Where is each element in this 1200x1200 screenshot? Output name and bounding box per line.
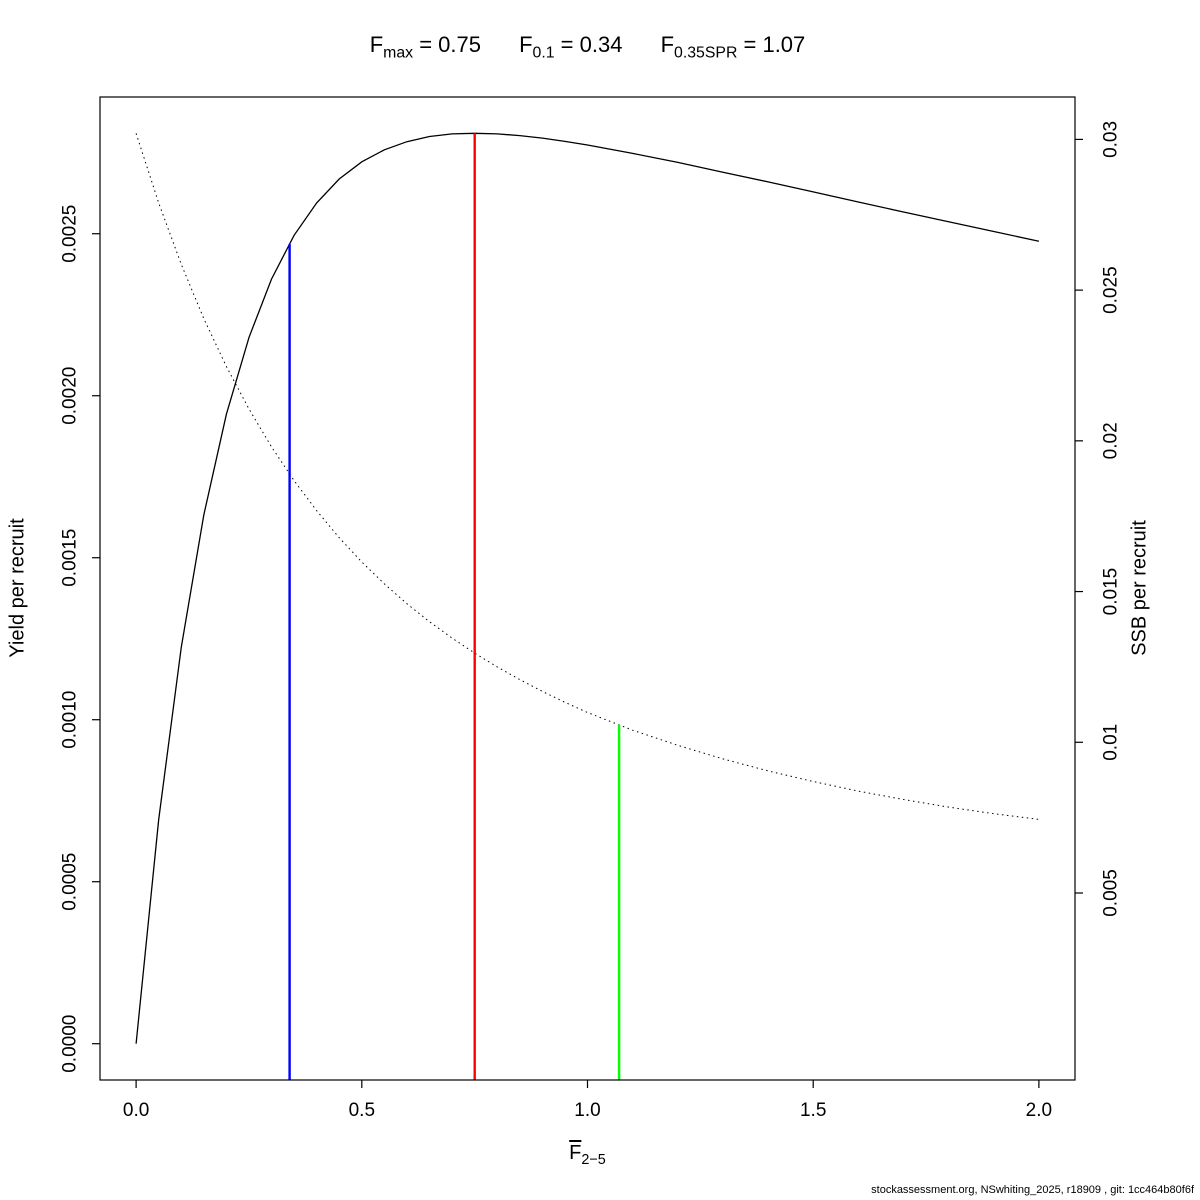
left-tick-label: 0.0020 (60, 367, 81, 425)
right-axis-title: SSB per recruit (1128, 520, 1151, 656)
yield-curve (135, 132, 1040, 1044)
f035spr-base: F (660, 32, 675, 57)
x-tick-label: 1.0 (574, 1100, 600, 1121)
right-tick-label: 0.01 (1101, 724, 1122, 761)
x-axis-title-sub: 2−5 (581, 1152, 606, 1168)
f01-base: F (519, 32, 533, 57)
f01-label: F0.1 = 0.34 (519, 32, 623, 61)
left-tick-label: 0.0005 (60, 853, 81, 911)
x-axis-title: F2−5 (100, 1142, 1075, 1168)
fmax-label: Fmax = 0.75 (369, 32, 481, 61)
x-tick-label: 0.5 (349, 1100, 375, 1121)
left-tick-label: 0.0000 (60, 1015, 81, 1073)
fmax-base: F (369, 32, 384, 57)
left-tick-label: 0.0010 (60, 691, 81, 749)
right-tick-label: 0.03 (1101, 121, 1122, 158)
x-tick-label: 0.0 (123, 1100, 149, 1121)
f01-value: = 0.34 (554, 32, 623, 57)
x-tick-label: 2.0 (1026, 1100, 1052, 1121)
plot-title: Fmax = 0.75 F0.1 = 0.34 F0.35SPR = 1.07 (100, 32, 1075, 62)
right-tick-label: 0.02 (1101, 422, 1122, 459)
right-tick-label: 0.025 (1101, 266, 1122, 314)
ssb-curve (135, 133, 1039, 820)
left-tick-label: 0.0015 (60, 529, 81, 587)
x-tick-label: 1.5 (800, 1100, 826, 1121)
f035spr-label: F0.35SPR = 1.07 (660, 32, 806, 61)
f035spr-sub: 0.35SPR (674, 44, 738, 62)
fmax-value: = 0.75 (413, 32, 481, 57)
f01-sub: 0.1 (532, 44, 555, 62)
footer-attribution: stockassessment.org, NSwhiting_2025, r18… (871, 1184, 1194, 1196)
fmax-sub: max (383, 44, 414, 62)
left-tick-label: 0.0025 (60, 205, 81, 263)
f035spr-value: = 1.07 (737, 32, 806, 57)
right-tick-label: 0.015 (1101, 568, 1122, 616)
plot-box (99, 96, 1076, 1081)
right-tick-label: 0.005 (1101, 869, 1122, 917)
x-axis-title-base: F (569, 1142, 582, 1164)
left-axis-title: Yield per recruit (6, 518, 29, 658)
